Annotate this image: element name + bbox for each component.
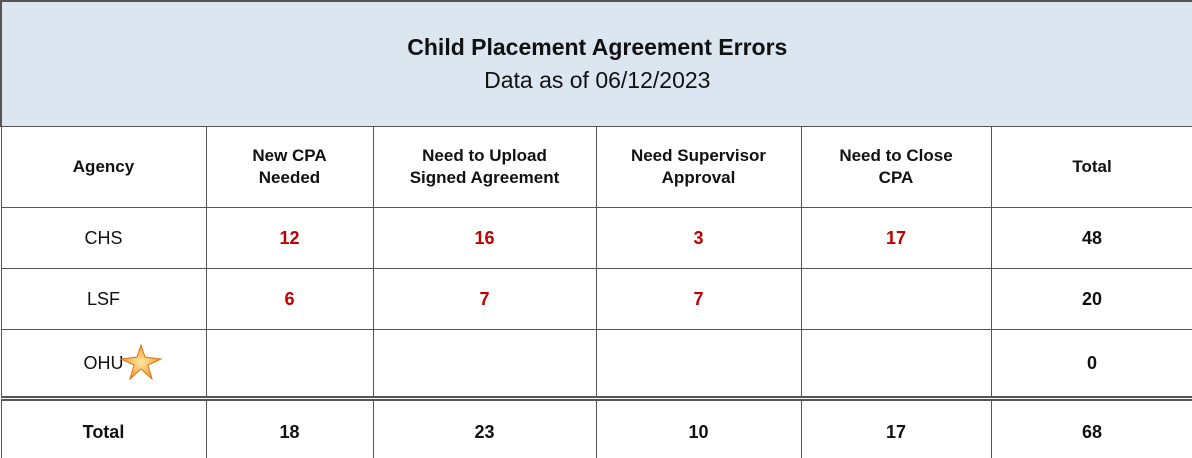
banner: Child Placement Agreement Errors Data as… — [0, 0, 1192, 127]
count-cell: 6 — [205, 268, 374, 330]
banner-row: Child Placement Agreement Errors Data as… — [0, 0, 1192, 127]
total-cell: 17 — [800, 396, 992, 458]
total-cell: 10 — [595, 396, 802, 458]
count-cell: 16 — [372, 207, 597, 269]
agency-cell: OHU — [0, 329, 207, 399]
count-cell — [205, 329, 374, 399]
subtitle: Data as of 06/12/2023 — [484, 67, 711, 93]
count-cell — [595, 329, 802, 399]
column-header: Need to Upload Signed Agreement — [372, 126, 597, 208]
data-row: LSF 6 7 7 20 — [0, 268, 1192, 330]
column-header: New CPA Needed — [205, 126, 374, 208]
data-row: OHU 0 — [0, 329, 1192, 399]
count-cell — [800, 268, 992, 330]
count-cell — [800, 329, 992, 399]
column-header: Agency — [0, 126, 207, 208]
count-cell: 7 — [372, 268, 597, 330]
column-header: Total — [990, 126, 1192, 208]
data-row: CHS 12 16 3 17 48 — [0, 207, 1192, 269]
column-header: Need to Close CPA — [800, 126, 992, 208]
count-cell: 7 — [595, 268, 802, 330]
count-cell — [372, 329, 597, 399]
total-cell: 23 — [372, 396, 597, 458]
agency-cell: CHS — [0, 207, 207, 269]
total-cell: 18 — [205, 396, 374, 458]
count-cell: 3 — [595, 207, 802, 269]
title: Child Placement Agreement Errors — [407, 34, 788, 60]
count-cell: 20 — [990, 268, 1192, 330]
header-row: Agency New CPA Needed Need to Upload Signe… — [0, 126, 1192, 208]
total-cell: 68 — [990, 396, 1192, 458]
column-header: Need Supervisor Approval — [595, 126, 802, 208]
total-label: Total — [0, 396, 207, 458]
count-cell: 17 — [800, 207, 992, 269]
count-cell: 0 — [990, 329, 1192, 399]
count-cell: 12 — [205, 207, 374, 269]
total-row: Total 18 23 10 17 68 — [0, 396, 1192, 458]
star-icon — [119, 344, 162, 380]
agency-cell: LSF — [0, 268, 207, 330]
count-cell: 48 — [990, 207, 1192, 269]
